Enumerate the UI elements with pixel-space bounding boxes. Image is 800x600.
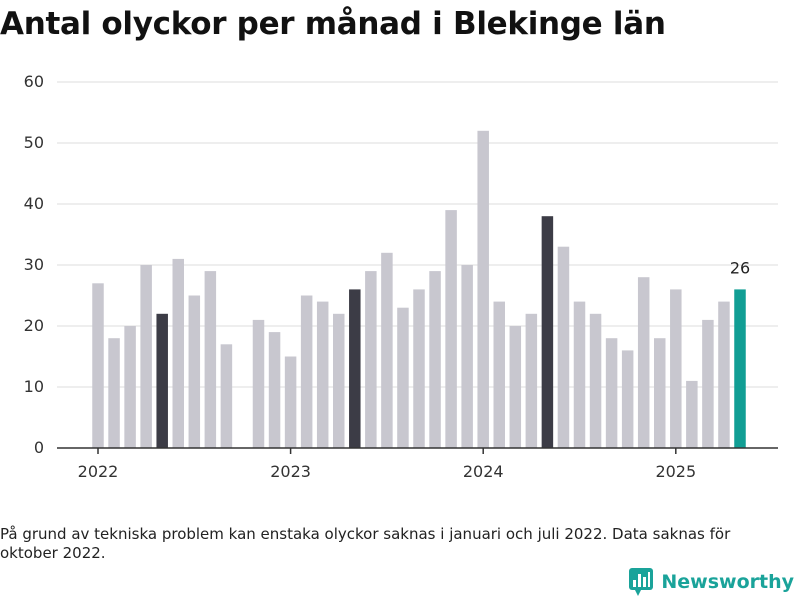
x-tick-label: 2024	[463, 462, 504, 481]
bar	[525, 313, 538, 448]
data-label: 26	[730, 258, 750, 277]
bar	[124, 326, 136, 448]
y-tick-label: 20	[24, 316, 44, 335]
bar	[702, 319, 714, 448]
bar	[670, 289, 682, 448]
bar	[108, 338, 120, 448]
bar	[140, 265, 152, 448]
bar	[268, 332, 281, 448]
bar	[734, 289, 746, 448]
bar-chart: 0 10 20 30 40 50 60 2022 2023 2024 2025 26	[24, 72, 778, 481]
annotations: 26	[730, 258, 750, 277]
bar	[509, 326, 522, 448]
bar	[300, 295, 313, 448]
newsworthy-bar-chart-logo-icon	[629, 568, 654, 596]
bar	[413, 289, 425, 448]
bar	[172, 258, 184, 448]
x-tick-label: 2025	[655, 462, 696, 481]
y-tick-label: 30	[24, 255, 44, 274]
bars	[92, 130, 746, 449]
y-tick-label: 10	[24, 377, 44, 396]
bar	[589, 313, 602, 448]
bar	[397, 307, 409, 448]
bar	[654, 338, 666, 448]
bar	[188, 295, 201, 448]
footnote: På grund av tekniska problem kan enstaka…	[0, 525, 731, 562]
chart-title: Antal olyckor per månad i Blekinge län	[0, 6, 666, 42]
y-tick-label: 0	[34, 438, 44, 457]
bar	[92, 283, 104, 448]
bar	[557, 246, 570, 448]
bar	[493, 301, 505, 448]
bar	[573, 301, 586, 448]
bar	[204, 271, 217, 448]
bar	[605, 338, 618, 448]
bar	[349, 289, 361, 448]
bar	[220, 344, 233, 448]
bar	[381, 252, 393, 448]
bar	[477, 130, 489, 449]
bar	[541, 216, 554, 448]
bar	[445, 210, 457, 448]
bar	[156, 313, 168, 448]
y-tick-label: 40	[24, 194, 44, 213]
bar	[637, 277, 650, 448]
brand-name: Newsworthy	[661, 571, 794, 593]
bar	[686, 380, 698, 448]
bar	[429, 271, 441, 448]
y-tick-label: 60	[24, 72, 44, 91]
brand-logo[interactable]: Newsworthy	[629, 568, 794, 596]
bar	[365, 271, 377, 448]
y-tick-label: 50	[24, 133, 44, 152]
bar	[621, 350, 634, 448]
bar	[284, 356, 297, 448]
y-axis: 0 10 20 30 40 50 60	[24, 72, 44, 457]
x-tick-label: 2023	[270, 462, 311, 481]
x-tick-label: 2022	[78, 462, 119, 481]
bar	[333, 313, 345, 448]
bar	[316, 301, 329, 448]
x-axis: 2022 2023 2024 2025	[57, 447, 778, 481]
bar	[461, 265, 473, 448]
bar	[252, 319, 265, 448]
bar	[718, 301, 730, 448]
